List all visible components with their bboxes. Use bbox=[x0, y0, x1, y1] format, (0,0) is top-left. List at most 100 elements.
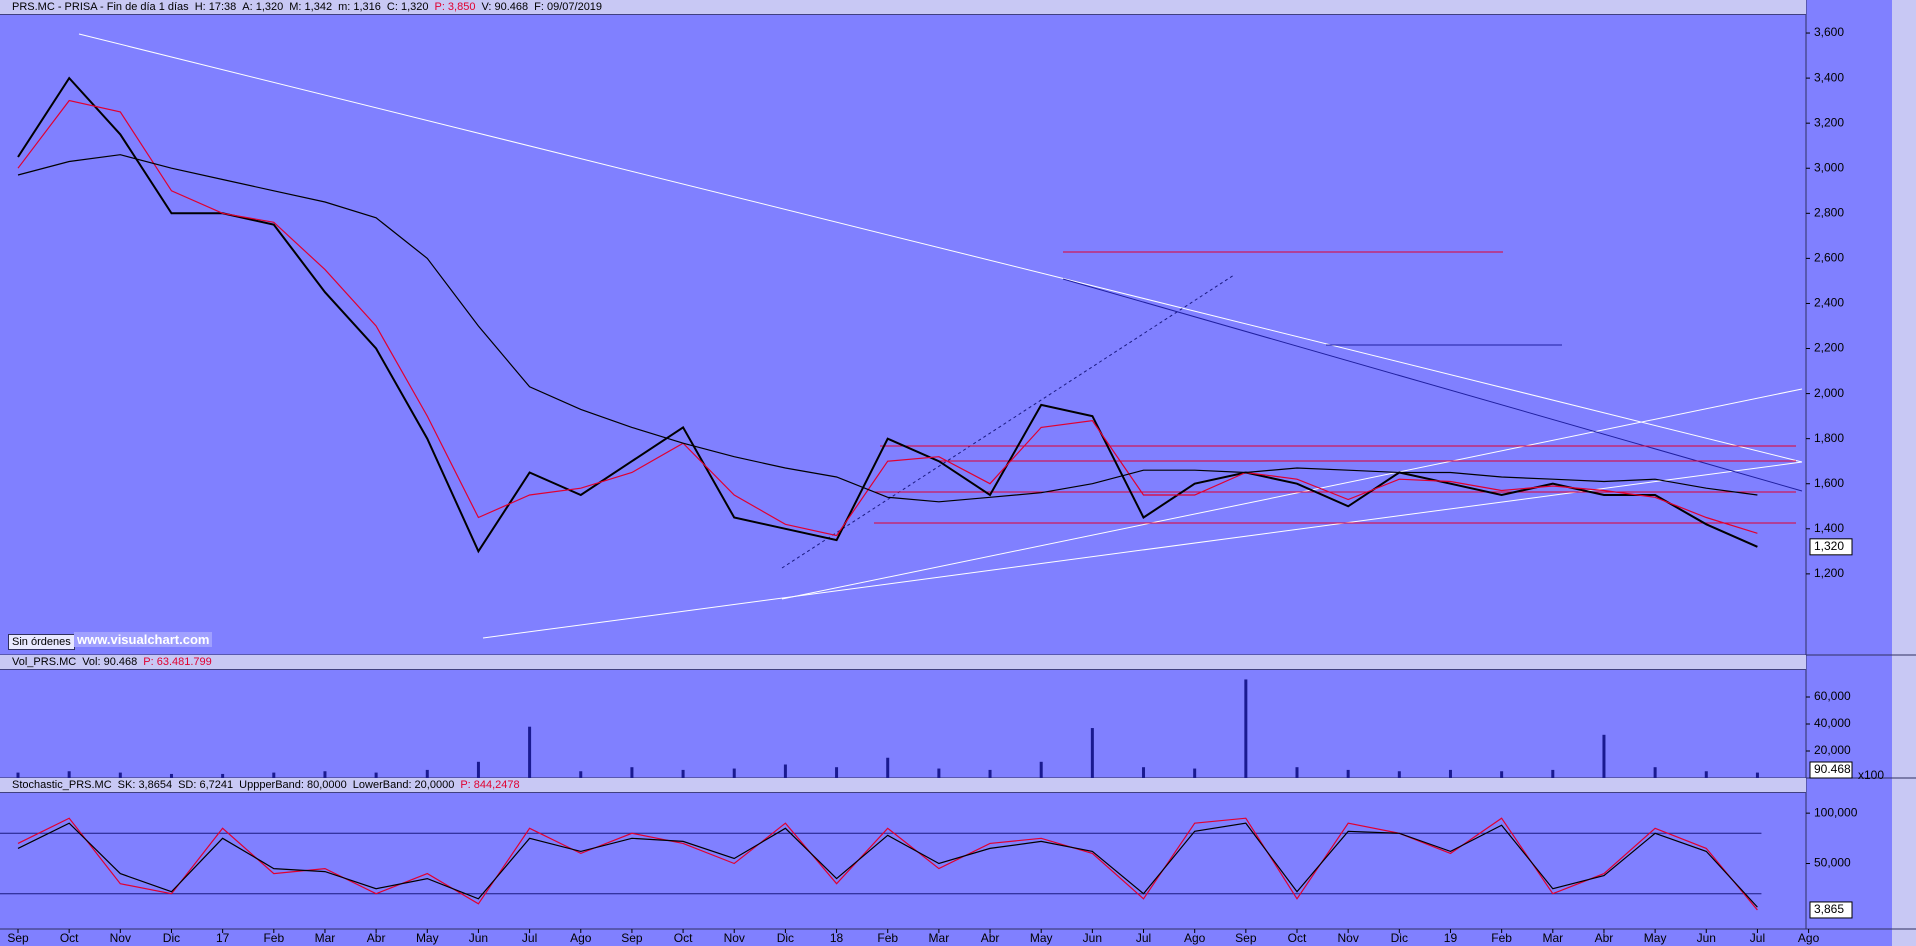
x-tick-label: Ago bbox=[1798, 931, 1820, 945]
volume-bar bbox=[272, 772, 276, 778]
volume-bar bbox=[374, 772, 378, 778]
x-tick-label: Ago bbox=[1184, 931, 1206, 945]
header-item: SD: 6,7241 bbox=[178, 779, 234, 791]
last-value-label: 90.468 bbox=[1814, 762, 1851, 776]
x-tick-label: Oct bbox=[674, 931, 693, 945]
volume-bar bbox=[1448, 769, 1452, 778]
header-item: P: 844,2478 bbox=[460, 779, 520, 791]
volume-bar bbox=[1193, 768, 1197, 778]
volume-bar bbox=[886, 757, 890, 778]
header-item: UppperBand: 80,0000 bbox=[239, 779, 347, 791]
header-item: PRS.MC - PRISA - Fin de día 1 días bbox=[12, 1, 189, 13]
x-tick-label: Mar bbox=[315, 931, 336, 945]
header-item: Vol: 90.468 bbox=[82, 656, 138, 668]
volume-bar bbox=[1602, 734, 1606, 778]
x-tick-label: Dic bbox=[1391, 931, 1408, 945]
x-tick-label: Nov bbox=[110, 931, 131, 945]
volume-bar bbox=[67, 771, 71, 778]
y-tick-label: 100,000 bbox=[1814, 805, 1858, 819]
volume-bar bbox=[1704, 771, 1708, 778]
volume-bar bbox=[476, 761, 480, 778]
volume-bar bbox=[323, 771, 327, 778]
volume-bar bbox=[1500, 771, 1504, 778]
volume-bar bbox=[221, 773, 225, 778]
axis-note: x100 bbox=[1858, 768, 1884, 782]
x-tick-label: Jun bbox=[469, 931, 488, 945]
volume-bar bbox=[988, 769, 992, 778]
volume-bar bbox=[783, 764, 787, 778]
orders-button[interactable]: Sin órdenes bbox=[8, 634, 75, 650]
y-tick-label: 2,800 bbox=[1814, 205, 1844, 219]
panel-header: Vol_PRS.MC Vol: 90.468 P: 63.481.799 bbox=[0, 655, 1806, 670]
trendline bbox=[482, 461, 1803, 639]
last-value-box bbox=[1809, 901, 1853, 919]
y-tick-label: 50,000 bbox=[1814, 856, 1851, 870]
trendline bbox=[1062, 278, 1803, 492]
x-tick-label: Mar bbox=[1542, 931, 1563, 945]
x-tick-label: Jun bbox=[1083, 931, 1102, 945]
volume-bar bbox=[1397, 771, 1401, 778]
x-tick-label: May bbox=[416, 931, 439, 945]
x-tick-label: May bbox=[1030, 931, 1053, 945]
header-item: C: 1,320 bbox=[386, 1, 429, 13]
x-tick-label: Abr bbox=[1595, 931, 1614, 945]
volume-bar bbox=[1551, 769, 1555, 778]
volume-bar bbox=[169, 773, 173, 778]
y-tick-label: 2,000 bbox=[1814, 386, 1844, 400]
volume-bar bbox=[16, 772, 20, 778]
header-item: A: 1,320 bbox=[242, 1, 284, 13]
volume-bar bbox=[1346, 769, 1350, 778]
series-line bbox=[17, 817, 1758, 911]
x-tick-label: Ago bbox=[570, 931, 592, 945]
header-item: P: 3,850 bbox=[434, 1, 476, 13]
x-tick-label: Abr bbox=[367, 931, 386, 945]
y-tick-label: 3,000 bbox=[1814, 160, 1844, 174]
volume-bar bbox=[1244, 679, 1248, 778]
y-tick-label: 2,200 bbox=[1814, 341, 1844, 355]
y-tick-label: 60,000 bbox=[1814, 689, 1851, 703]
header-item: F: 09/07/2019 bbox=[534, 1, 603, 13]
y-tick-label: 2,400 bbox=[1814, 296, 1844, 310]
header-item: M: 1,342 bbox=[289, 1, 333, 13]
x-tick-label: Mar bbox=[929, 931, 950, 945]
last-value-box bbox=[1809, 538, 1853, 556]
trendline bbox=[78, 33, 1803, 463]
y-tick-label: 1,400 bbox=[1814, 521, 1844, 535]
header-item: SK: 3,8654 bbox=[117, 779, 173, 791]
volume-bar bbox=[732, 768, 736, 778]
last-value-box bbox=[1809, 761, 1853, 779]
x-tick-label: Jul bbox=[1136, 931, 1151, 945]
volume-bar bbox=[835, 767, 839, 778]
series-line bbox=[17, 154, 1758, 503]
x-tick-label: 18 bbox=[830, 931, 844, 945]
volume-bar bbox=[681, 769, 685, 778]
drawings bbox=[78, 33, 1803, 639]
x-tick-label: Feb bbox=[1491, 931, 1512, 945]
y-tick-label: 3,400 bbox=[1814, 70, 1844, 84]
series-line bbox=[17, 822, 1758, 908]
volume-bar bbox=[937, 768, 941, 778]
volume-bar bbox=[1142, 767, 1146, 778]
volume-bar bbox=[579, 771, 583, 778]
volume-bar bbox=[425, 769, 429, 778]
x-tick-label: Nov bbox=[1337, 931, 1358, 945]
x-tick-label: 19 bbox=[1444, 931, 1458, 945]
side-column bbox=[1892, 0, 1916, 946]
x-tick-label: Oct bbox=[60, 931, 79, 945]
x-tick-label: Nov bbox=[724, 931, 745, 945]
x-tick-label: Feb bbox=[263, 931, 284, 945]
y-tick-label: 1,600 bbox=[1814, 476, 1844, 490]
volume-bar bbox=[1090, 728, 1094, 778]
x-tick-label: Abr bbox=[981, 931, 1000, 945]
y-tick-label: 3,200 bbox=[1814, 115, 1844, 129]
last-value-label: 3,865 bbox=[1814, 902, 1844, 916]
y-tick-label: 1,200 bbox=[1814, 566, 1844, 580]
header-item: V: 90.468 bbox=[481, 1, 529, 13]
series-line bbox=[17, 99, 1758, 537]
x-tick-label: Feb bbox=[877, 931, 898, 945]
volume-bar bbox=[1653, 767, 1657, 778]
x-tick-label: Oct bbox=[1288, 931, 1307, 945]
x-tick-label: Sep bbox=[1235, 931, 1257, 945]
